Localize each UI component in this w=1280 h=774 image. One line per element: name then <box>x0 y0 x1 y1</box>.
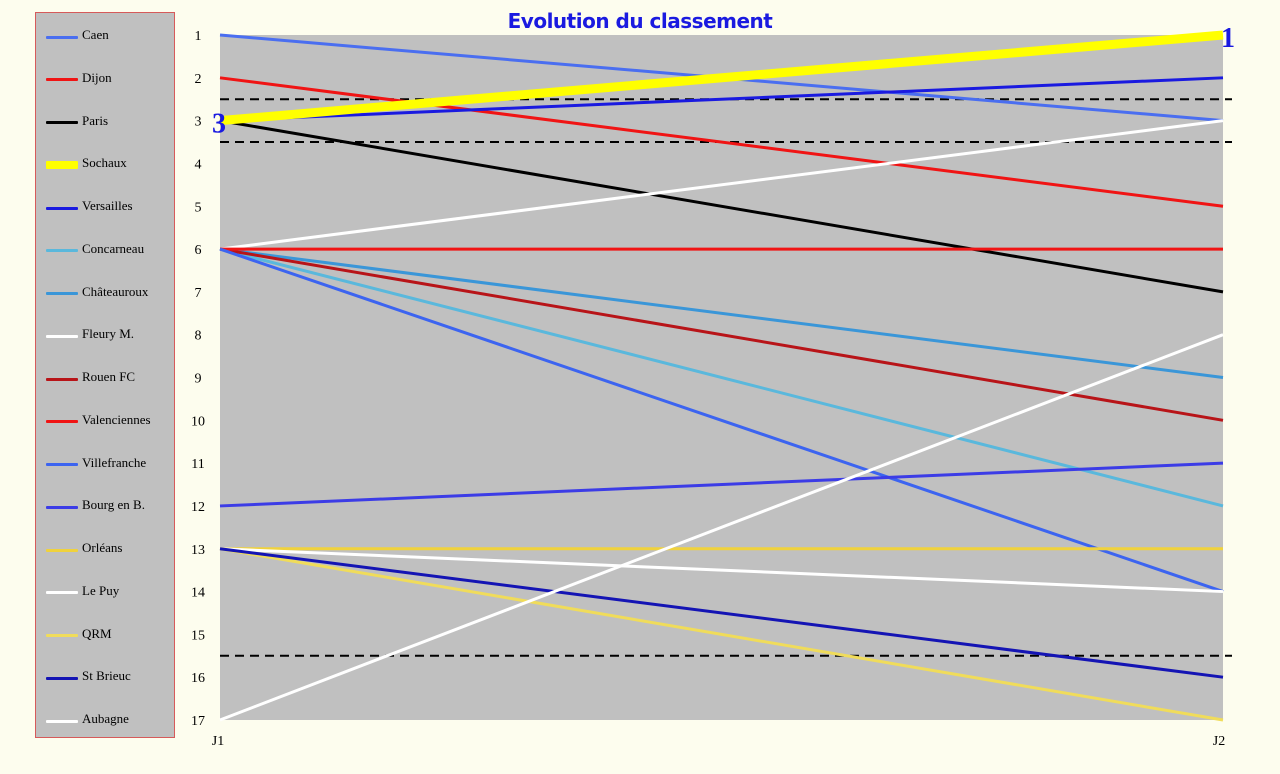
legend-item: Le Puy <box>36 581 176 601</box>
y-tick-label: 1 <box>195 29 202 44</box>
legend-label: QRM <box>82 625 112 641</box>
series-line-paris <box>219 119 1224 294</box>
legend-item: St Brieuc <box>36 666 176 686</box>
y-tick-label: 10 <box>191 414 205 429</box>
legend-swatch <box>46 505 78 509</box>
legend-item: Paris <box>36 111 176 131</box>
legend-swatch <box>46 334 78 338</box>
legend-swatch <box>46 78 78 82</box>
legend-item: Aubagne <box>36 709 176 729</box>
legend-item: QRM <box>36 624 176 644</box>
legend-swatch <box>46 161 78 170</box>
series-line-versailles <box>219 76 1224 123</box>
legend-label: Orléans <box>82 540 123 555</box>
y-tick-label: 11 <box>191 457 204 472</box>
legend-swatch <box>46 719 78 723</box>
legend-label: Aubagne <box>82 711 129 726</box>
series-line-sochaux <box>219 30 1224 126</box>
y-tick-label: 5 <box>195 200 202 215</box>
legend-item: Bourg en B. <box>36 495 176 515</box>
legend-item: Villefranche <box>36 453 176 473</box>
legend-item: Châteauroux <box>36 282 176 302</box>
legend-item: Rouen FC <box>36 367 176 387</box>
series-line-fleury-m <box>219 119 1224 251</box>
legend-swatch <box>46 676 78 680</box>
series-line-chateauroux <box>219 247 1224 379</box>
series-line-rouen-fc <box>219 247 1224 422</box>
legend-swatch <box>46 548 78 552</box>
legend-item: Dijon <box>36 68 176 88</box>
legend-label: Valenciennes <box>82 411 151 427</box>
legend-item: Fleury M. <box>36 324 176 344</box>
legend-swatch <box>46 121 78 124</box>
legend-swatch <box>46 463 78 466</box>
y-tick-label: 17 <box>191 714 205 729</box>
legend-label: St Brieuc <box>82 668 131 684</box>
y-tick-label: 15 <box>191 628 205 643</box>
legend-label: Sochaux <box>82 155 127 171</box>
x-tick-label: J1 <box>212 734 224 749</box>
series-line-concarneau <box>219 247 1224 508</box>
legend-item: Orléans <box>36 538 176 558</box>
series-line-bourg-en-b <box>219 461 1224 508</box>
legend-label: Concarneau <box>82 240 145 256</box>
y-tick-label: 2 <box>195 72 202 87</box>
legend: Caen Dijon Paris Sochaux Versailles Concarnea… <box>35 12 175 738</box>
legend-label: Caen <box>82 27 109 42</box>
legend-swatch <box>46 206 78 210</box>
legend-label: Versailles <box>82 198 133 213</box>
legend-item: Caen <box>36 25 176 45</box>
legend-item: Sochaux <box>36 153 176 173</box>
legend-swatch <box>46 377 78 381</box>
legend-item: Versailles <box>36 196 176 216</box>
legend-swatch <box>46 591 78 595</box>
y-tick-label: 13 <box>191 543 205 558</box>
rank-annotation: 1 <box>1221 23 1235 54</box>
y-tick-label: 7 <box>195 286 202 301</box>
series-line-qrm <box>219 547 1224 722</box>
chart-title: Evolution du classement <box>507 9 773 33</box>
legend-item: Concarneau <box>36 239 176 259</box>
legend-swatch <box>46 292 78 295</box>
legend-swatch <box>46 249 78 253</box>
series-line-st-brieuc <box>219 547 1224 679</box>
legend-label: Paris <box>82 112 108 128</box>
legend-swatch <box>46 35 78 39</box>
y-tick-label: 3 <box>195 115 202 130</box>
series-line-villefranche <box>219 247 1224 593</box>
legend-swatch <box>46 420 78 424</box>
y-tick-label: 6 <box>195 243 202 258</box>
series-line-dijon <box>219 76 1224 208</box>
legend-label: Fleury M. <box>82 326 134 342</box>
x-tick-label: J2 <box>1213 734 1225 749</box>
y-tick-label: 12 <box>191 500 205 515</box>
legend-swatch <box>46 634 78 637</box>
legend-item: Valenciennes <box>36 410 176 430</box>
legend-label: Rouen FC <box>82 369 136 384</box>
series-line-aubagne <box>219 333 1224 722</box>
y-tick-label: 4 <box>195 157 202 172</box>
legend-label: Dijon <box>82 69 112 85</box>
y-tick-label: 9 <box>195 372 202 387</box>
y-tick-label: 8 <box>195 329 202 344</box>
legend-label: Châteauroux <box>82 283 149 299</box>
y-tick-label: 14 <box>191 586 205 601</box>
rank-annotation: 3 <box>212 109 226 140</box>
series-line-le-puy <box>219 547 1224 594</box>
legend-label: Le Puy <box>82 582 120 598</box>
legend-label: Villefranche <box>82 454 147 470</box>
y-tick-label: 16 <box>191 671 205 686</box>
legend-label: Bourg en B. <box>82 497 145 513</box>
